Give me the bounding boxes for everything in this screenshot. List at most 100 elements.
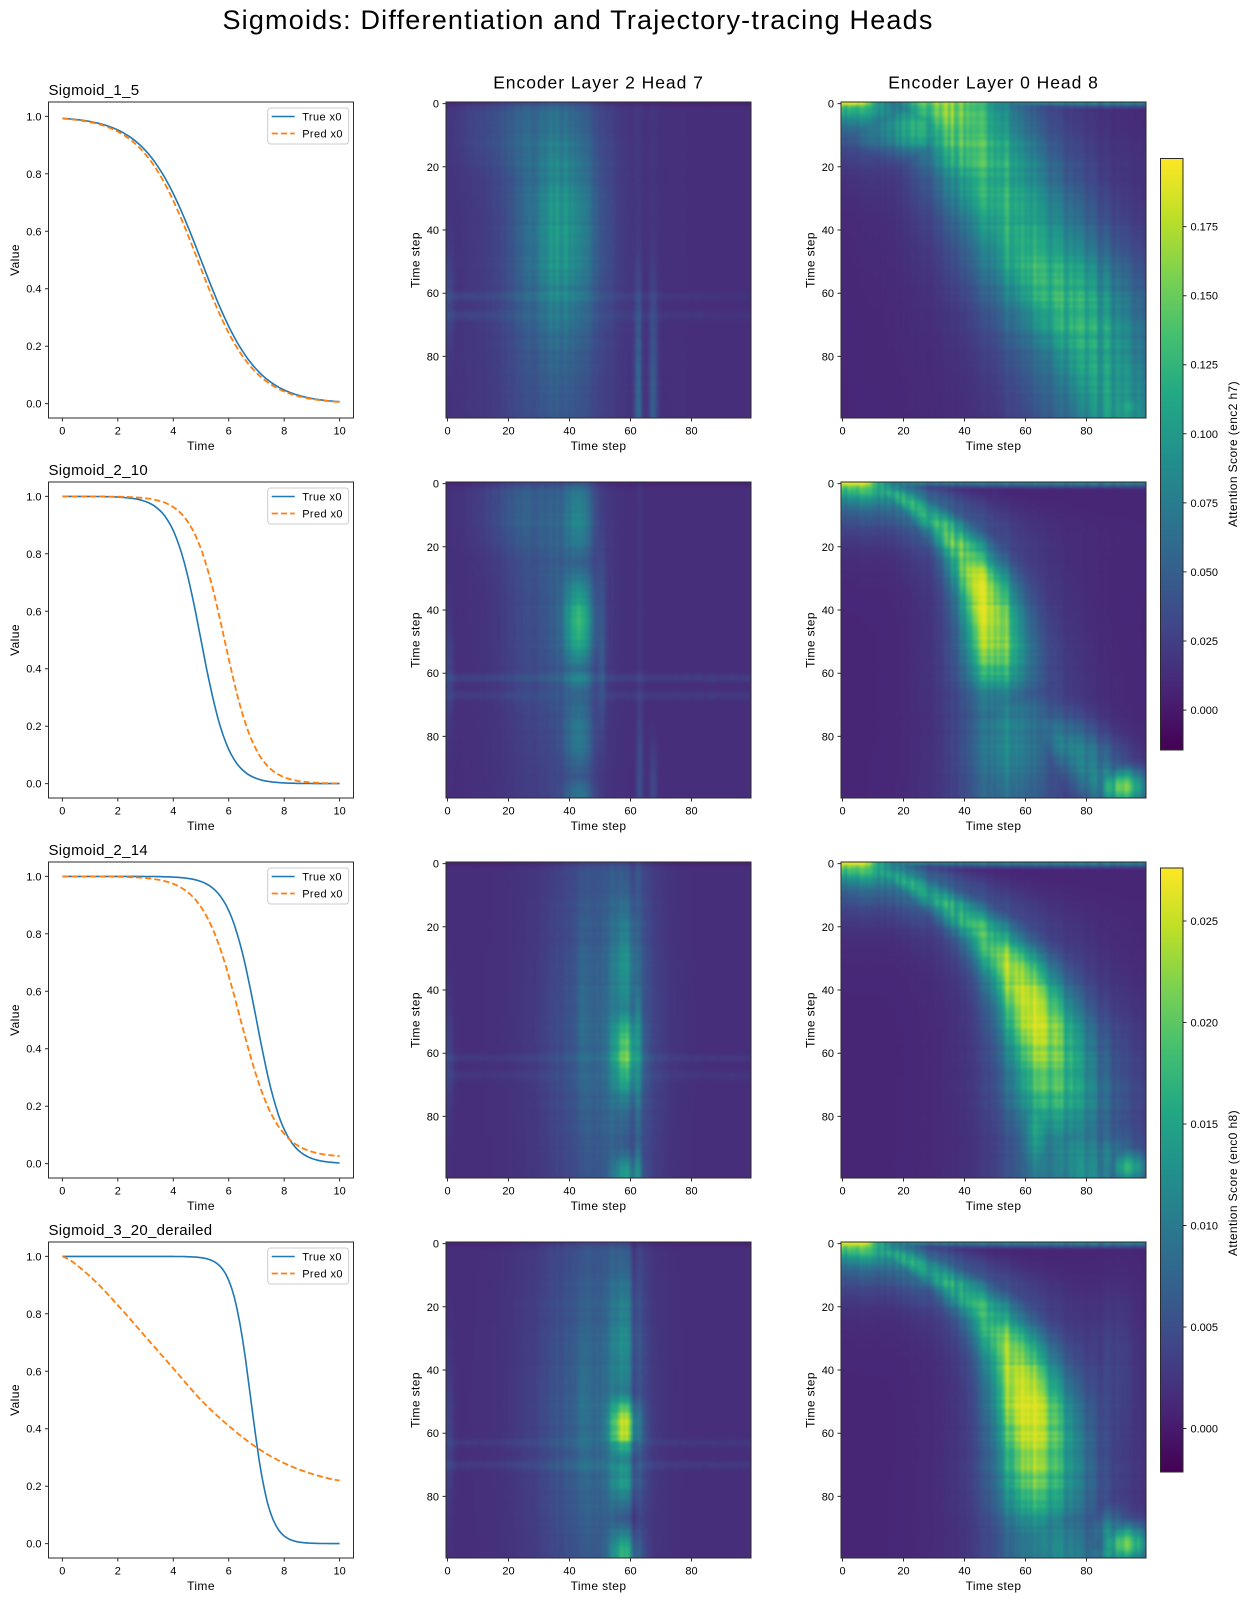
svg-text:20: 20	[897, 806, 909, 818]
svg-text:0: 0	[59, 1566, 65, 1578]
svg-text:80: 80	[427, 1111, 439, 1123]
svg-text:0: 0	[444, 806, 450, 818]
svg-text:Value: Value	[8, 1384, 22, 1416]
svg-text:60: 60	[1019, 1566, 1031, 1578]
svg-text:40: 40	[822, 985, 834, 997]
svg-text:0: 0	[59, 426, 65, 438]
svg-text:80: 80	[427, 351, 439, 363]
svg-text:40: 40	[563, 806, 575, 818]
svg-text:True x0: True x0	[302, 872, 342, 884]
svg-text:1.0: 1.0	[26, 1251, 41, 1263]
svg-text:40: 40	[563, 426, 575, 438]
svg-text:0: 0	[444, 1186, 450, 1198]
svg-text:6: 6	[226, 1566, 232, 1578]
svg-text:0.4: 0.4	[26, 664, 41, 676]
svg-text:0.8: 0.8	[26, 169, 41, 181]
svg-text:80: 80	[1080, 1566, 1092, 1578]
svg-text:60: 60	[822, 288, 834, 300]
svg-text:0.4: 0.4	[26, 284, 41, 296]
svg-text:40: 40	[958, 1186, 970, 1198]
svg-text:0.015: 0.015	[1191, 1119, 1219, 1131]
svg-text:20: 20	[822, 1302, 834, 1314]
svg-text:0.010: 0.010	[1191, 1221, 1219, 1233]
svg-text:1.0: 1.0	[26, 491, 41, 503]
svg-text:Value: Value	[8, 1004, 22, 1036]
svg-text:8: 8	[281, 426, 287, 438]
svg-text:0.150: 0.150	[1191, 291, 1219, 303]
svg-text:20: 20	[427, 162, 439, 174]
svg-text:20: 20	[502, 1186, 514, 1198]
svg-text:0.0: 0.0	[26, 1539, 41, 1551]
svg-text:40: 40	[822, 605, 834, 617]
svg-text:Sigmoids: Differentiation and: Sigmoids: Differentiation and Trajectory…	[222, 5, 933, 35]
svg-text:60: 60	[624, 1566, 636, 1578]
svg-text:60: 60	[427, 1428, 439, 1440]
svg-text:Time step: Time step	[571, 439, 627, 453]
svg-text:80: 80	[1080, 426, 1092, 438]
svg-text:0.025: 0.025	[1191, 636, 1219, 648]
svg-text:0: 0	[433, 99, 439, 111]
svg-text:0.050: 0.050	[1191, 567, 1219, 579]
svg-text:0.4: 0.4	[26, 1424, 41, 1436]
svg-text:0.100: 0.100	[1191, 429, 1219, 441]
svg-text:20: 20	[897, 426, 909, 438]
svg-text:20: 20	[502, 806, 514, 818]
svg-text:10: 10	[334, 1186, 346, 1198]
svg-text:80: 80	[685, 1566, 697, 1578]
svg-text:0.6: 0.6	[26, 606, 41, 618]
svg-text:40: 40	[427, 225, 439, 237]
svg-text:0.025: 0.025	[1191, 916, 1219, 928]
svg-text:0.6: 0.6	[26, 226, 41, 238]
svg-text:40: 40	[427, 985, 439, 997]
svg-text:0.8: 0.8	[26, 1309, 41, 1321]
svg-text:80: 80	[822, 351, 834, 363]
svg-text:0: 0	[433, 479, 439, 491]
svg-text:0.2: 0.2	[26, 341, 41, 353]
svg-text:0: 0	[59, 806, 65, 818]
svg-text:Time: Time	[187, 819, 215, 833]
svg-text:10: 10	[334, 806, 346, 818]
svg-text:2: 2	[115, 806, 121, 818]
svg-text:0.005: 0.005	[1191, 1322, 1219, 1334]
svg-text:Value: Value	[8, 244, 22, 276]
svg-text:40: 40	[563, 1566, 575, 1578]
svg-text:0.020: 0.020	[1191, 1018, 1219, 1030]
svg-text:Time step: Time step	[804, 612, 818, 668]
svg-text:Time step: Time step	[571, 819, 627, 833]
svg-text:6: 6	[226, 806, 232, 818]
svg-text:Attention Score (enc2 h7): Attention Score (enc2 h7)	[1226, 381, 1240, 527]
svg-text:True x0: True x0	[302, 1252, 342, 1264]
svg-text:Time step: Time step	[804, 232, 818, 288]
svg-text:10: 10	[334, 1566, 346, 1578]
svg-text:Sigmoid_2_10: Sigmoid_2_10	[49, 462, 149, 479]
svg-text:60: 60	[1019, 426, 1031, 438]
svg-text:80: 80	[822, 1111, 834, 1123]
svg-text:0: 0	[433, 859, 439, 871]
svg-text:Time step: Time step	[966, 1579, 1022, 1593]
svg-text:0.0: 0.0	[26, 1159, 41, 1171]
svg-text:20: 20	[502, 426, 514, 438]
svg-text:0.0: 0.0	[26, 399, 41, 411]
svg-text:4: 4	[170, 1186, 176, 1198]
svg-text:80: 80	[1080, 1186, 1092, 1198]
svg-text:4: 4	[170, 1566, 176, 1578]
svg-text:20: 20	[897, 1186, 909, 1198]
svg-text:0.2: 0.2	[26, 1481, 41, 1493]
svg-text:0.125: 0.125	[1191, 360, 1219, 372]
svg-text:Pred x0: Pred x0	[302, 1269, 343, 1281]
svg-text:20: 20	[502, 1566, 514, 1578]
svg-text:40: 40	[958, 426, 970, 438]
svg-text:Pred x0: Pred x0	[302, 129, 343, 141]
svg-text:60: 60	[1019, 1186, 1031, 1198]
svg-text:0: 0	[839, 1566, 845, 1578]
svg-text:Time step: Time step	[409, 232, 423, 288]
svg-text:0.6: 0.6	[26, 1366, 41, 1378]
svg-text:Sigmoid_3_20_derailed: Sigmoid_3_20_derailed	[49, 1222, 213, 1239]
svg-text:Pred x0: Pred x0	[302, 509, 343, 521]
svg-text:20: 20	[427, 542, 439, 554]
svg-text:40: 40	[822, 1365, 834, 1377]
svg-text:Value: Value	[8, 624, 22, 656]
svg-text:40: 40	[822, 225, 834, 237]
svg-text:Sigmoid_2_14: Sigmoid_2_14	[49, 842, 149, 859]
svg-text:0: 0	[828, 99, 834, 111]
